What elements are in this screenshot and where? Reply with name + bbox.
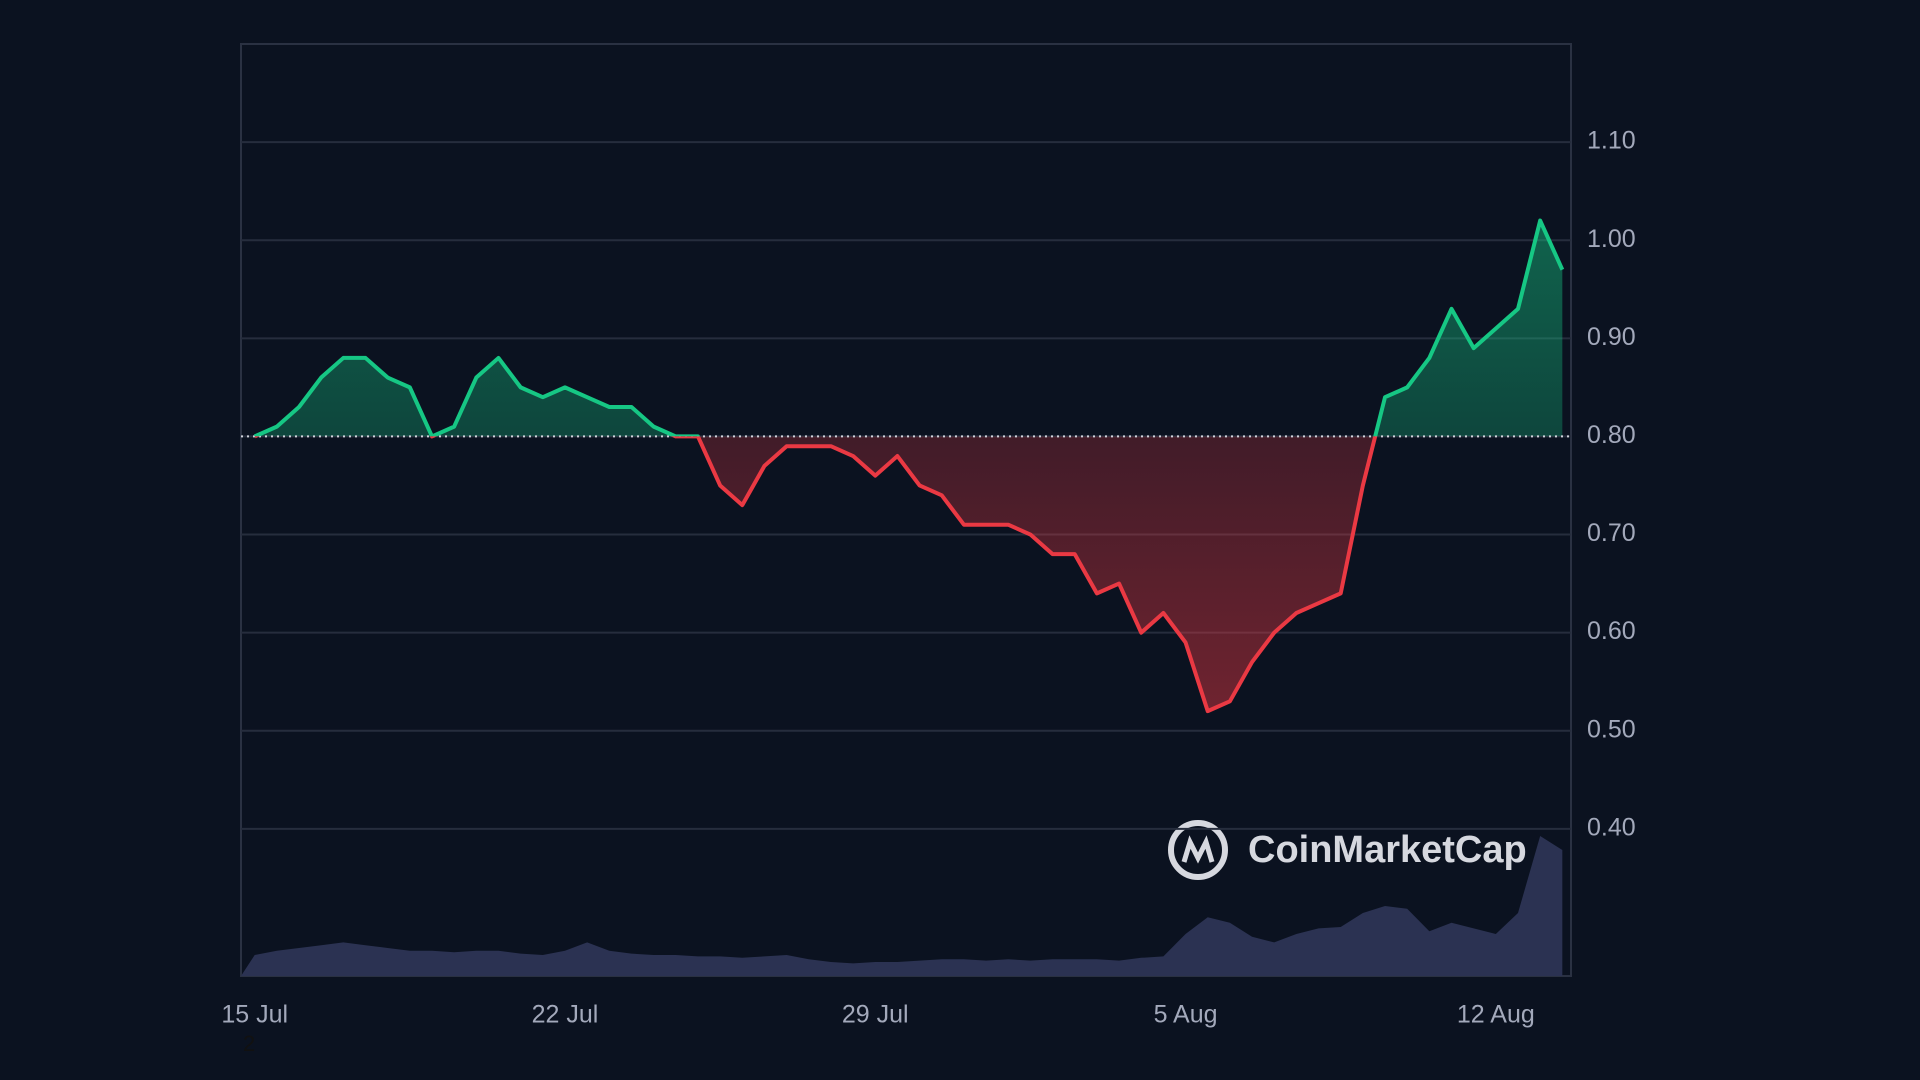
x-tick-label: 5 Aug — [1154, 1001, 1218, 1029]
x-tick-label: 12 Aug — [1457, 1001, 1535, 1029]
price-line-down — [254, 436, 1378, 714]
y-tick-label: 1.10 — [1587, 127, 1636, 155]
x-tick-label: 15 Jul — [221, 1001, 288, 1029]
volume-area — [241, 836, 1563, 976]
footnote: 2 — [243, 1031, 255, 1056]
watermark-logo — [1168, 820, 1228, 880]
watermark: CoinMarketCap — [1248, 829, 1527, 871]
y-tick-label: 0.90 — [1587, 323, 1636, 351]
area-below — [697, 436, 1376, 712]
y-tick-label: 1.00 — [1587, 225, 1636, 253]
x-tick-label: 22 Jul — [532, 1001, 599, 1029]
y-tick-label: 0.50 — [1587, 715, 1636, 743]
y-tick-label: 0.60 — [1587, 617, 1636, 645]
y-tick-label: 0.40 — [1587, 813, 1636, 841]
x-tick-label: 29 Jul — [842, 1001, 909, 1029]
area-above — [254, 220, 1563, 437]
y-tick-label: 0.70 — [1587, 519, 1636, 547]
y-tick-label: 0.80 — [1587, 421, 1636, 449]
price-line-up — [253, 218, 1565, 437]
